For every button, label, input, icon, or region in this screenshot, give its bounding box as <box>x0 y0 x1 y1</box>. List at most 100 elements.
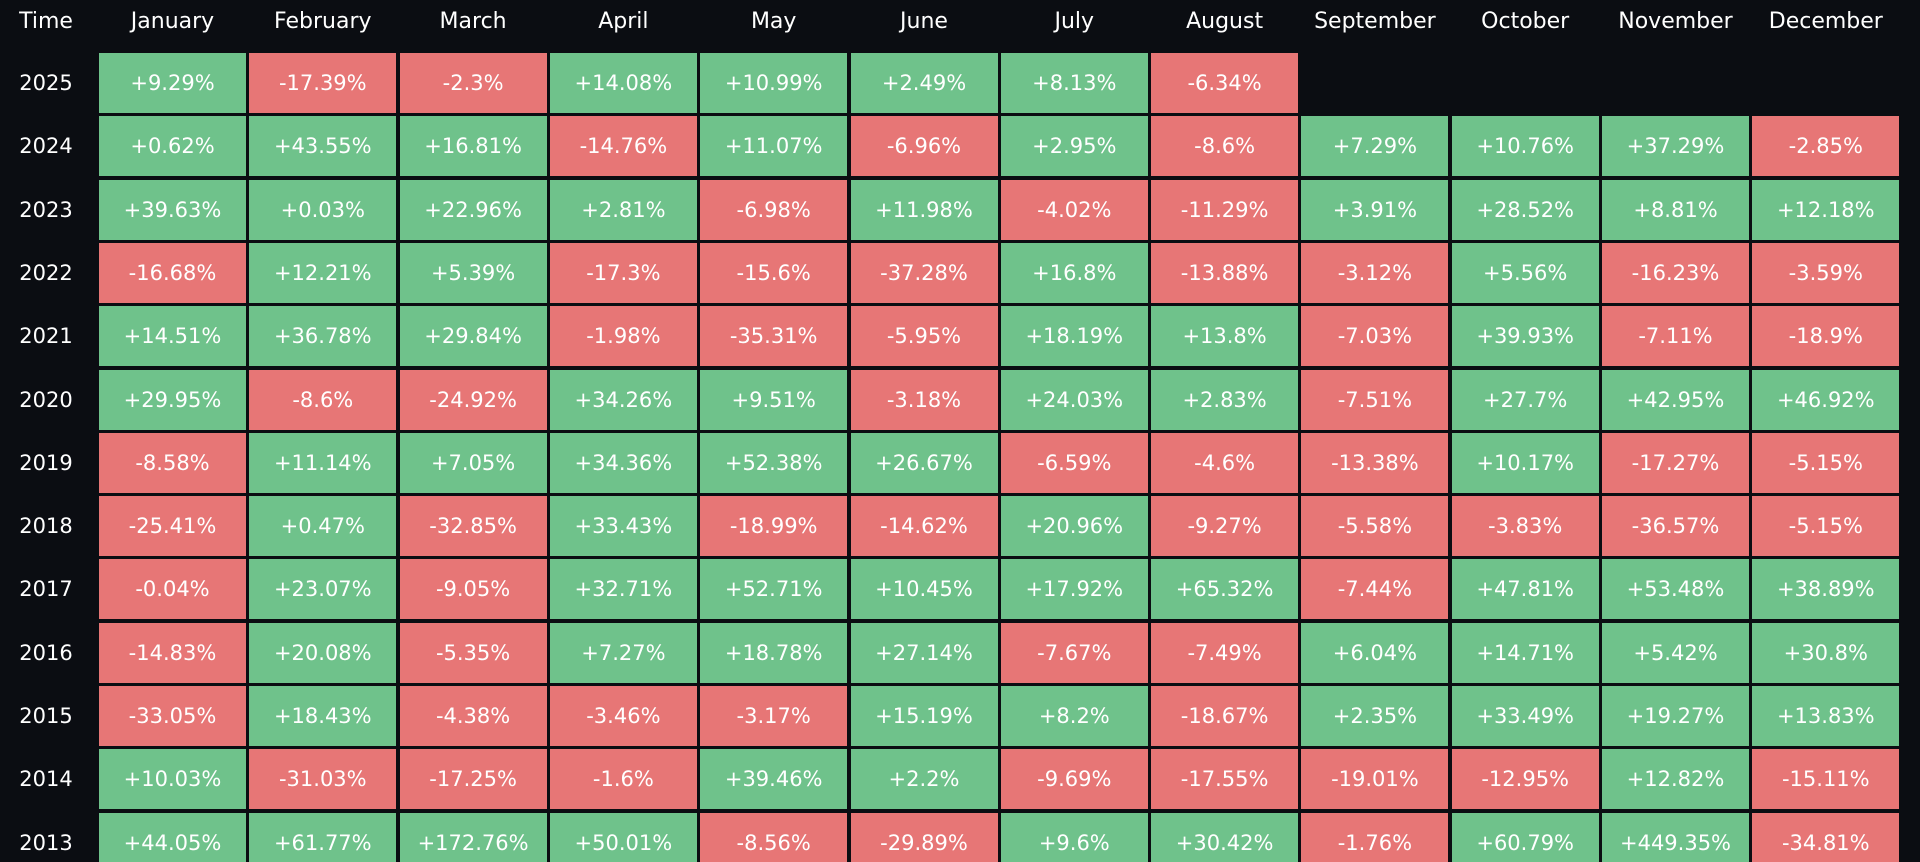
heatmap-cell-2025-may: +10.99% <box>700 53 848 113</box>
heatmap-cell-2013-april: +50.01% <box>549 812 697 862</box>
heatmap-cell-2021-may: -35.31% <box>700 306 848 367</box>
heatmap-cell-2021-december: -18.9% <box>1752 306 1900 367</box>
heatmap-cell-2023-november: +8.81% <box>1602 179 1749 240</box>
heatmap-cell-2023-march: +22.96% <box>399 179 547 240</box>
heatmap-cell-2013-september: -1.76% <box>1301 812 1449 862</box>
column-header-december: December <box>1768 9 1883 34</box>
heatmap-cell-2023-september: +3.91% <box>1301 179 1449 240</box>
heatmap-cell-2016-august: -7.49% <box>1151 622 1299 683</box>
heatmap-cell-2021-july: +18.19% <box>1000 306 1148 367</box>
heatmap-cell-2019-may: +52.38% <box>700 432 848 493</box>
heatmap-cell-2019-september: -13.38% <box>1301 432 1449 493</box>
heatmap-cell-2015-april: -3.46% <box>549 686 697 746</box>
heatmap-cell-2023-february: +0.03% <box>249 179 397 240</box>
corner-label: Time <box>19 9 73 34</box>
heatmap-cell-2020-october: +27.7% <box>1451 369 1599 430</box>
heatmap-cell-2014-august: -17.55% <box>1151 749 1299 810</box>
heatmap-cell-2025-august: -6.34% <box>1151 53 1299 113</box>
heatmap-cell-2023-august: -11.29% <box>1151 179 1299 240</box>
heatmap-cell-2022-november: -16.23% <box>1602 242 1749 303</box>
heatmap-cell-2020-december: +46.92% <box>1752 369 1900 430</box>
heatmap-cell-2020-april: +34.26% <box>549 369 697 430</box>
heatmap-cell-2013-march: +172.76% <box>399 812 547 862</box>
heatmap-cell-2016-february: +20.08% <box>249 622 397 683</box>
heatmap-cell-2013-november: +449.35% <box>1602 812 1749 862</box>
row-label-2021: 2021 <box>19 324 73 349</box>
heatmap-cell-2018-july: +20.96% <box>1000 496 1148 557</box>
heatmap-cell-2019-july: -6.59% <box>1000 432 1148 493</box>
heatmap-cell-2022-may: -15.6% <box>700 242 848 303</box>
column-header-february: February <box>274 9 372 34</box>
heatmap-cell-2014-november: +12.82% <box>1602 749 1749 810</box>
heatmap-cell-2013-february: +61.77% <box>249 812 397 862</box>
row-label-2013: 2013 <box>19 830 73 855</box>
heatmap-cell-2015-july: +8.2% <box>1000 686 1148 746</box>
heatmap-cell-2021-february: +36.78% <box>249 306 397 367</box>
heatmap-cell-2016-march: -5.35% <box>399 622 547 683</box>
heatmap-cell-2016-april: +7.27% <box>549 622 697 683</box>
heatmap-cell-2024-april: -14.76% <box>549 116 697 177</box>
heatmap-cell-2018-august: -9.27% <box>1151 496 1299 557</box>
heatmap-cell-2015-november: +19.27% <box>1602 686 1749 746</box>
heatmap-cell-2017-october: +47.81% <box>1451 559 1599 620</box>
heatmap-cell-2023-april: +2.81% <box>549 179 697 240</box>
heatmap-cell-2019-june: +26.67% <box>850 432 998 493</box>
heatmap-cell-2017-november: +53.48% <box>1602 559 1749 620</box>
heatmap-cell-2013-october: +60.79% <box>1451 812 1599 862</box>
heatmap-cell-2023-june: +11.98% <box>850 179 998 240</box>
row-label-2019: 2019 <box>19 450 73 475</box>
heatmap-cell-2025-april: +14.08% <box>549 53 697 113</box>
row-label-2018: 2018 <box>19 514 73 539</box>
heatmap-cell-2017-april: +32.71% <box>549 559 697 620</box>
heatmap-cell-2024-july: +2.95% <box>1000 116 1148 177</box>
column-header-august: August <box>1186 9 1264 34</box>
column-header-november: November <box>1618 9 1733 34</box>
heatmap-cell-2023-december: +12.18% <box>1752 179 1900 240</box>
heatmap-cell-2018-september: -5.58% <box>1301 496 1449 557</box>
row-label-2023: 2023 <box>19 197 73 222</box>
heatmap-cell-2018-january: -25.41% <box>99 496 246 557</box>
heatmap-cell-2019-january: -8.58% <box>99 432 246 493</box>
heatmap-cell-2025-july: +8.13% <box>1000 53 1148 113</box>
heatmap-cell-2021-october: +39.93% <box>1451 306 1599 367</box>
heatmap-cell-2019-march: +7.05% <box>399 432 547 493</box>
column-header-july: July <box>1054 9 1095 34</box>
column-header-september: September <box>1314 9 1436 34</box>
heatmap-cell-2015-august: -18.67% <box>1151 686 1299 746</box>
heatmap-cell-2016-january: -14.83% <box>99 622 246 683</box>
heatmap-cell-2021-january: +14.51% <box>99 306 246 367</box>
heatmap-cell-2016-may: +18.78% <box>700 622 848 683</box>
heatmap-cell-2018-november: -36.57% <box>1602 496 1749 557</box>
heatmap-cell-2019-august: -4.6% <box>1151 432 1299 493</box>
heatmap-cell-2022-july: +16.8% <box>1000 242 1148 303</box>
heatmap-cell-2021-november: -7.11% <box>1602 306 1749 367</box>
heatmap-cell-2021-august: +13.8% <box>1151 306 1299 367</box>
heatmap-cell-2024-june: -6.96% <box>850 116 998 177</box>
heatmap-cell-2018-october: -3.83% <box>1451 496 1599 557</box>
heatmap-cell-2014-february: -31.03% <box>249 749 397 810</box>
heatmap-cell-2018-april: +33.43% <box>549 496 697 557</box>
heatmap-cell-2020-february: -8.6% <box>249 369 397 430</box>
row-label-2017: 2017 <box>19 577 73 602</box>
heatmap-cell-2022-october: +5.56% <box>1451 242 1599 303</box>
heatmap-cell-2024-november: +37.29% <box>1602 116 1749 177</box>
heatmap-cell-2016-november: +5.42% <box>1602 622 1749 683</box>
heatmap-cell-2015-january: -33.05% <box>99 686 246 746</box>
heatmap-cell-2016-september: +6.04% <box>1301 622 1449 683</box>
heatmap-cell-2013-january: +44.05% <box>99 812 246 862</box>
heatmap-cell-2015-may: -3.17% <box>700 686 848 746</box>
heatmap-cell-2024-october: +10.76% <box>1451 116 1599 177</box>
heatmap-cell-2024-may: +11.07% <box>700 116 848 177</box>
heatmap-cell-2024-january: +0.62% <box>99 116 246 177</box>
heatmap-cell-2016-july: -7.67% <box>1000 622 1148 683</box>
heatmap-cell-2017-may: +52.71% <box>700 559 848 620</box>
heatmap-cell-2014-september: -19.01% <box>1301 749 1449 810</box>
heatmap-cell-2019-october: +10.17% <box>1451 432 1599 493</box>
row-label-2022: 2022 <box>19 260 73 285</box>
column-header-january: January <box>130 9 215 34</box>
row-label-2020: 2020 <box>19 387 73 412</box>
heatmap-cell-2022-june: -37.28% <box>850 242 998 303</box>
heatmap-cell-2022-april: -17.3% <box>549 242 697 303</box>
heatmap-cell-2014-march: -17.25% <box>399 749 547 810</box>
heatmap-cell-2016-october: +14.71% <box>1451 622 1599 683</box>
